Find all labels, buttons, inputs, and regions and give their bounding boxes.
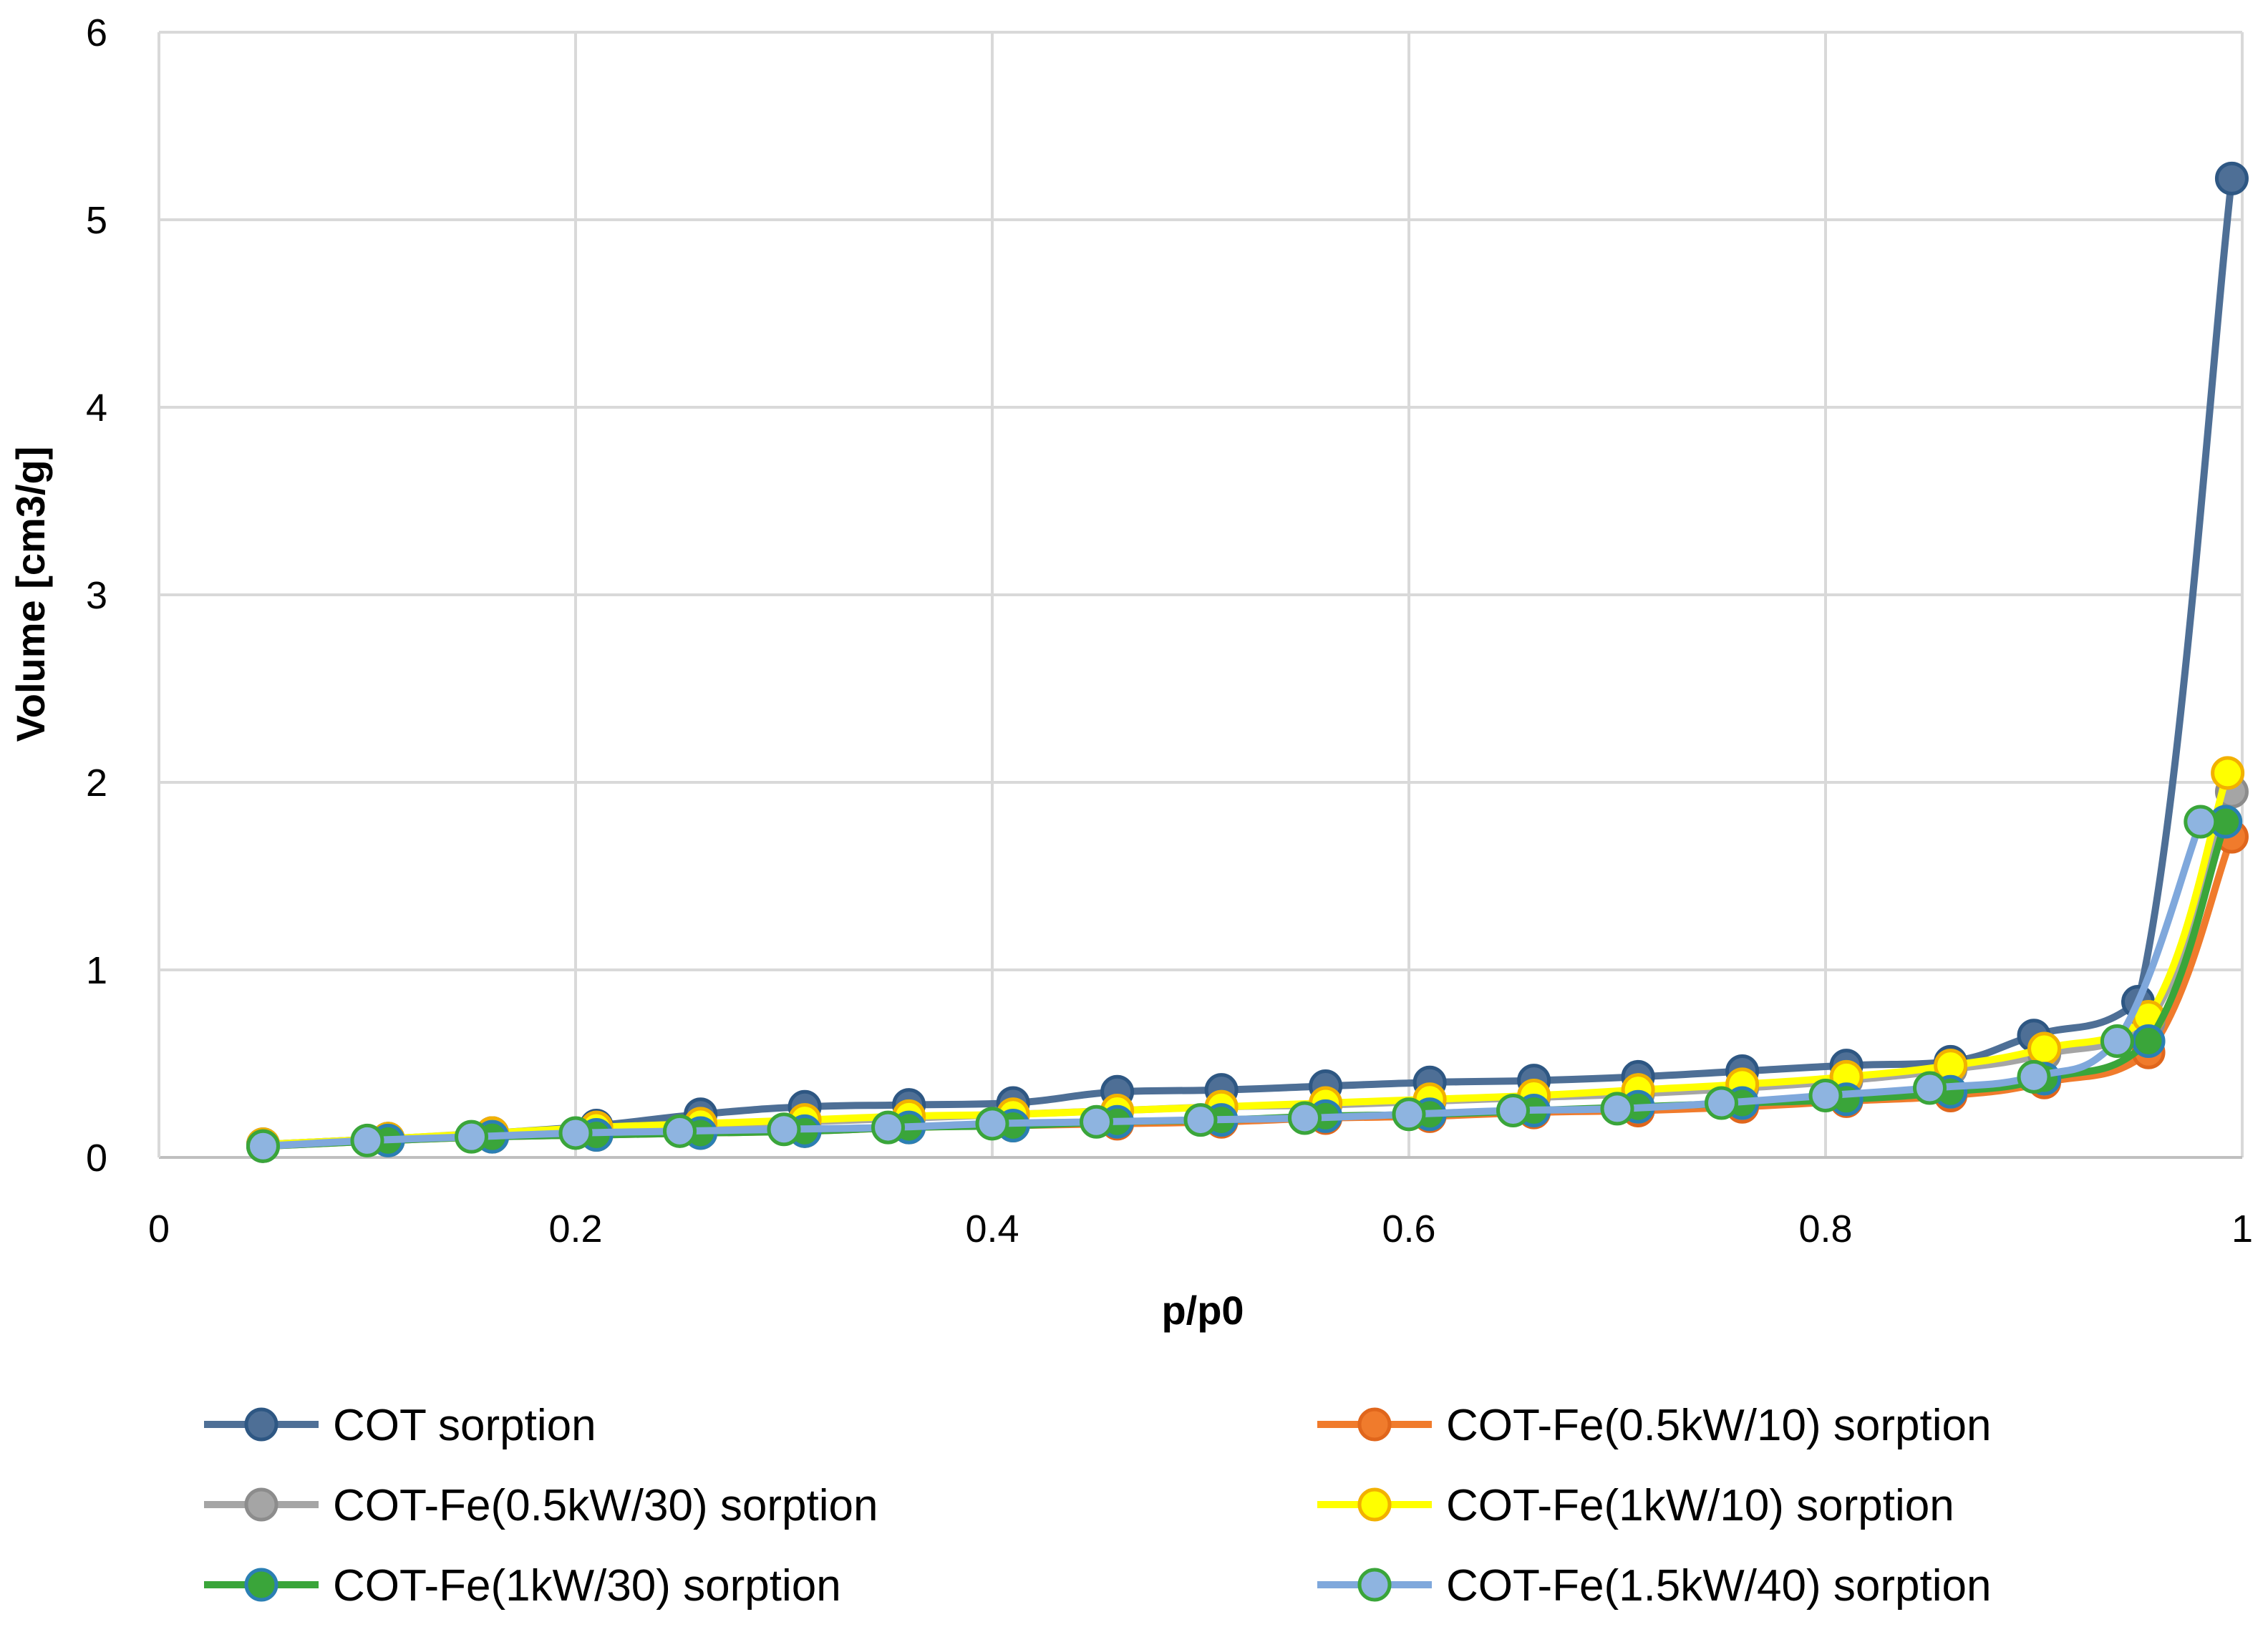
data-point xyxy=(1288,1101,1322,1135)
data-point xyxy=(1600,1092,1634,1126)
series-group xyxy=(246,805,2218,1163)
series-layer xyxy=(246,161,2249,1163)
legend-item: COT-Fe(1.5kW/40) sorption xyxy=(1317,1561,1991,1611)
legend-marker-swatch xyxy=(244,1568,278,1602)
x-tick-labels: 0 0.2 0.4 0.6 0.8 1 xyxy=(148,1208,2253,1250)
x-tick-label: 0 xyxy=(148,1208,170,1250)
y-tick-label: 1 xyxy=(86,949,107,992)
data-point xyxy=(1183,1103,1218,1137)
legend-item: COT-Fe(0.5kW/10) sorption xyxy=(1317,1401,1991,1450)
x-axis-title: p/p0 xyxy=(1161,1288,1244,1333)
y-tick-label: 2 xyxy=(86,762,107,805)
data-point xyxy=(1705,1086,1738,1120)
x-tick-label: 1 xyxy=(2231,1208,2253,1250)
legend-label: COT-Fe(1kW/10) sorption xyxy=(1446,1481,1954,1530)
legend-item: COT-Fe(1kW/10) sorption xyxy=(1317,1481,1954,1530)
legend-marker-swatch xyxy=(1357,1407,1392,1442)
legend-marker-swatch xyxy=(244,1407,278,1442)
y-tick-label: 4 xyxy=(86,387,107,429)
data-point xyxy=(2211,756,2245,790)
y-tick-label: 5 xyxy=(86,199,107,242)
legend-item: COT-Fe(0.5kW/30) sorption xyxy=(204,1481,878,1530)
data-point xyxy=(455,1119,488,1154)
legend-marker-swatch xyxy=(1357,1568,1392,1602)
data-point xyxy=(767,1112,801,1147)
data-point xyxy=(2131,1024,2166,1059)
y-tick-label: 6 xyxy=(86,11,107,54)
legend-label: COT-Fe(0.5kW/10) sorption xyxy=(1446,1401,1991,1450)
data-point xyxy=(2184,805,2218,839)
y-tick-label: 0 xyxy=(86,1137,107,1180)
data-point xyxy=(2100,1024,2134,1059)
legend-item: COT sorption xyxy=(204,1401,596,1450)
x-tick-label: 0.4 xyxy=(965,1208,1019,1250)
legend-marker-swatch xyxy=(244,1487,278,1522)
x-tick-label: 0.6 xyxy=(1382,1208,1435,1250)
data-point xyxy=(246,1129,280,1163)
gridlines xyxy=(159,31,2244,1157)
y-tick-labels: 0 1 2 3 4 5 6 xyxy=(86,11,107,1180)
data-point xyxy=(2027,1031,2062,1066)
data-point xyxy=(1496,1094,1530,1127)
data-point xyxy=(2017,1059,2051,1094)
y-axis-title: Volume [cm3/g] xyxy=(8,447,53,742)
axes xyxy=(158,32,2242,1159)
data-point xyxy=(350,1123,384,1157)
y-tick-label: 3 xyxy=(86,574,107,617)
legend: COT sorption COT-Fe(0.5kW/10) sorption COT… xyxy=(204,1401,1991,1611)
legend-label: COT sorption xyxy=(333,1401,596,1450)
data-point xyxy=(975,1107,1009,1141)
x-tick-label: 0.2 xyxy=(548,1208,602,1250)
legend-item: COT-Fe(1kW/30) sorption xyxy=(204,1561,841,1611)
data-point xyxy=(663,1114,697,1148)
data-point xyxy=(1080,1104,1113,1139)
data-point xyxy=(1392,1097,1426,1132)
legend-label: COT-Fe(0.5kW/30) sorption xyxy=(333,1481,878,1530)
x-tick-label: 0.8 xyxy=(1798,1208,1852,1250)
legend-label: COT-Fe(1.5kW/40) sorption xyxy=(1446,1561,1991,1611)
data-point xyxy=(2214,161,2249,195)
data-point xyxy=(1913,1071,1947,1105)
data-point xyxy=(871,1110,905,1145)
data-point xyxy=(558,1116,593,1150)
legend-label: COT-Fe(1kW/30) sorption xyxy=(333,1561,841,1611)
legend-marker-swatch xyxy=(1357,1487,1392,1522)
data-point xyxy=(1808,1079,1843,1113)
